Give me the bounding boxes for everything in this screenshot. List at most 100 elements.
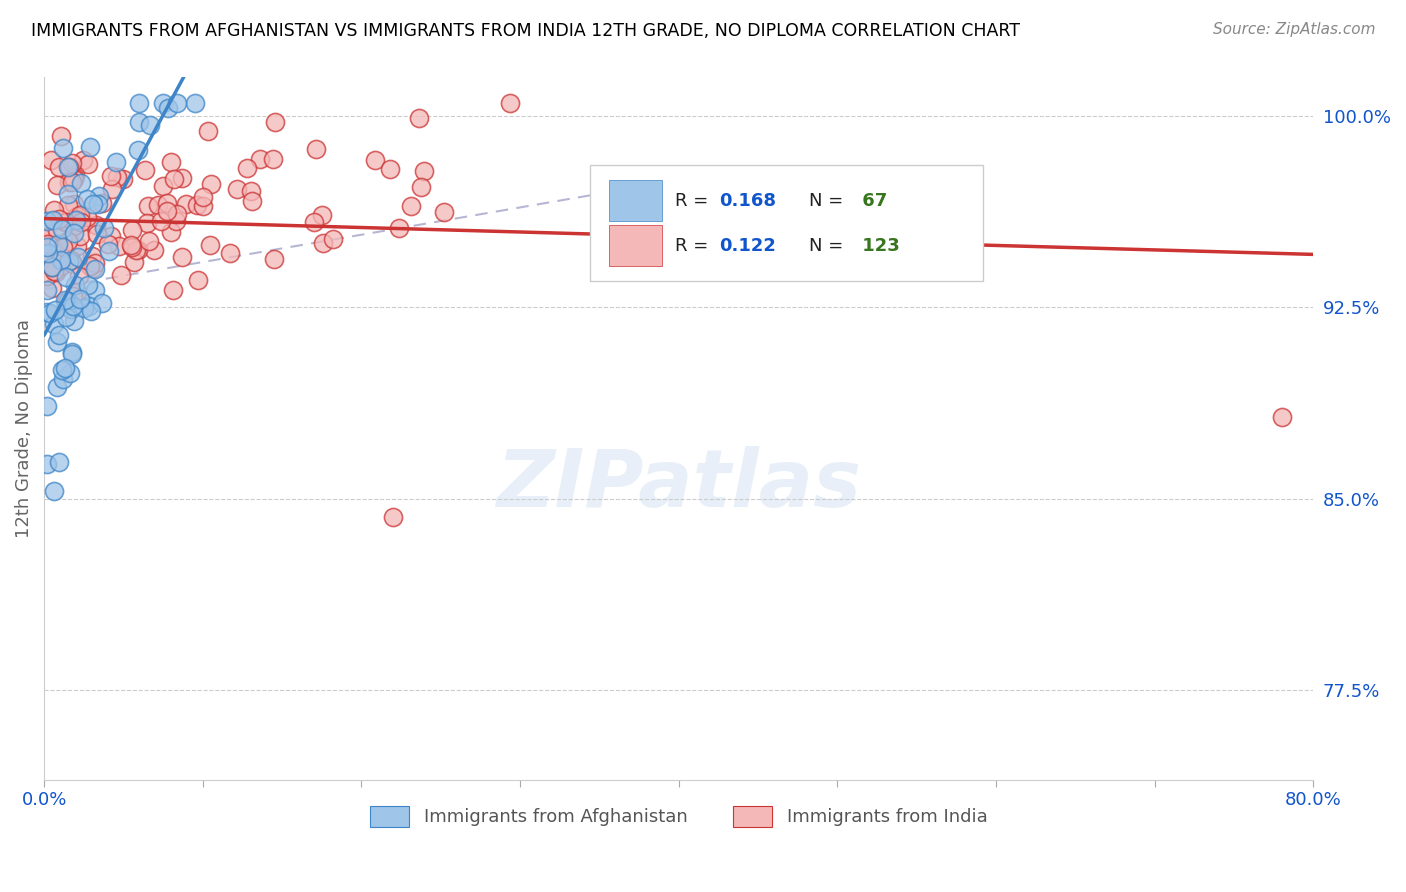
Point (121, 223, 143, 237)
Point (156, 102, 179, 116)
Point (236, 161, 259, 175)
Point (100, 229, 122, 244)
Point (37, 246, 59, 260)
Text: N =: N = (810, 237, 849, 255)
Point (166, 95, 188, 110)
Point (76, 210, 98, 224)
Point (82, 260, 104, 275)
Point (60, 344, 83, 359)
Point (59, 366, 82, 380)
Point (146, 198, 169, 212)
Point (65, 212, 87, 227)
Point (91, 296, 114, 310)
FancyBboxPatch shape (591, 165, 983, 281)
Point (127, 143, 149, 157)
Point (219, 246, 242, 260)
Point (55, 215, 77, 229)
Point (89, 189, 111, 203)
Point (165, 213, 187, 227)
Point (156, 204, 179, 219)
Point (399, 199, 422, 213)
Point (65, 215, 87, 229)
Point (46, 178, 69, 192)
Point (60, 347, 83, 361)
Text: IMMIGRANTS FROM AFGHANISTAN VS IMMIGRANTS FROM INDIA 12TH GRADE, NO DIPLOMA CORR: IMMIGRANTS FROM AFGHANISTAN VS IMMIGRANT… (31, 22, 1019, 40)
Point (408, 111, 430, 125)
Point (49, 254, 72, 268)
Point (152, 95, 174, 110)
Point (45, 334, 67, 349)
Point (82, 197, 104, 211)
Point (63, 219, 86, 233)
Point (166, 206, 188, 220)
Text: ZIPatlas: ZIPatlas (496, 446, 862, 524)
Point (62, 314, 84, 328)
Point (41, 281, 63, 295)
Point (72, 153, 94, 167)
Point (191, 199, 214, 213)
Point (159, 154, 181, 169)
Point (1270, 410, 1292, 425)
Point (159, 225, 181, 239)
Point (51, 259, 73, 273)
Point (77, 299, 100, 313)
Text: R =: R = (675, 237, 714, 255)
Point (53, 361, 76, 376)
Point (77, 278, 100, 293)
Point (37, 214, 59, 228)
Point (93, 221, 115, 235)
Point (124, 254, 146, 268)
Point (44, 318, 66, 332)
Point (134, 162, 156, 177)
Point (41, 260, 63, 274)
Point (197, 124, 219, 138)
Point (42, 264, 65, 278)
Point (66, 250, 89, 264)
Point (38, 306, 60, 320)
Point (37, 236, 59, 251)
Point (45, 265, 67, 279)
Point (59, 301, 82, 316)
Point (51, 129, 73, 144)
Point (45, 380, 67, 394)
Point (44, 203, 66, 218)
Point (382, 509, 405, 524)
Point (80, 249, 103, 263)
Point (51, 222, 73, 236)
Point (105, 169, 128, 184)
Point (63, 196, 86, 211)
Point (139, 118, 162, 132)
Point (311, 236, 333, 251)
Point (100, 169, 122, 183)
Point (200, 178, 222, 192)
Point (37, 457, 59, 471)
Point (58, 160, 80, 174)
Point (51, 252, 73, 267)
Point (172, 170, 194, 185)
Point (83, 262, 105, 277)
Point (304, 142, 326, 156)
Point (42, 484, 65, 499)
Point (37, 399, 59, 413)
Point (156, 196, 179, 211)
Point (90, 195, 112, 210)
Point (149, 214, 172, 228)
Text: R =: R = (675, 192, 714, 210)
Point (69, 229, 91, 244)
Point (53, 293, 76, 307)
Point (65, 168, 87, 182)
Point (69, 215, 91, 229)
Point (62, 172, 84, 186)
Point (45, 222, 67, 236)
Text: N =: N = (810, 192, 849, 210)
FancyBboxPatch shape (609, 225, 662, 267)
Point (37, 230, 59, 244)
Point (42, 213, 65, 227)
Point (48, 455, 70, 469)
Point (80, 304, 103, 318)
Point (311, 208, 333, 222)
Point (240, 194, 263, 208)
Point (69, 293, 91, 307)
Point (433, 205, 456, 219)
Point (65, 209, 87, 223)
